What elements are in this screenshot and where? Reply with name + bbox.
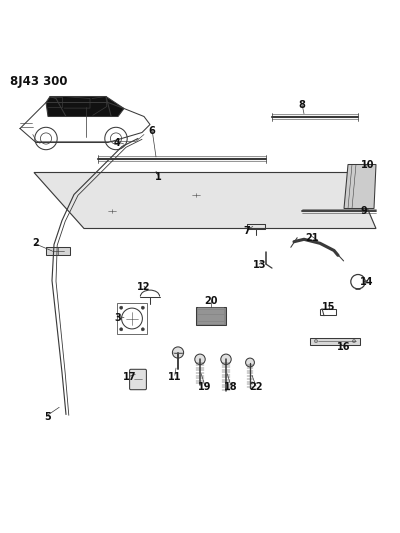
- Circle shape: [141, 306, 144, 309]
- Text: 21: 21: [305, 233, 319, 243]
- Text: 16: 16: [336, 342, 350, 352]
- Text: 5: 5: [45, 411, 51, 422]
- Text: 8J43 300: 8J43 300: [10, 75, 68, 87]
- Polygon shape: [46, 96, 124, 117]
- Text: 15: 15: [322, 302, 336, 311]
- Text: 9: 9: [361, 206, 367, 215]
- Polygon shape: [46, 247, 70, 254]
- Circle shape: [120, 328, 123, 331]
- Text: 6: 6: [149, 125, 155, 135]
- Text: 19: 19: [198, 382, 212, 392]
- Text: 12: 12: [137, 282, 151, 292]
- Text: 8: 8: [298, 100, 306, 110]
- Text: 22: 22: [249, 382, 263, 392]
- Text: 7: 7: [244, 225, 250, 236]
- Text: 13: 13: [252, 260, 266, 270]
- Circle shape: [120, 306, 123, 309]
- Text: 4: 4: [114, 138, 120, 148]
- Circle shape: [141, 328, 144, 331]
- Circle shape: [314, 340, 318, 343]
- Polygon shape: [34, 173, 376, 229]
- Text: 17: 17: [123, 372, 137, 382]
- Circle shape: [352, 340, 356, 343]
- Text: 3: 3: [115, 313, 121, 322]
- Text: 10: 10: [361, 159, 375, 169]
- Text: 18: 18: [224, 382, 238, 392]
- Circle shape: [195, 354, 205, 365]
- Polygon shape: [196, 306, 226, 325]
- Text: 11: 11: [168, 372, 182, 382]
- Text: 14: 14: [360, 277, 374, 287]
- Circle shape: [172, 347, 184, 358]
- Polygon shape: [344, 165, 376, 208]
- Polygon shape: [310, 338, 360, 344]
- Circle shape: [246, 358, 254, 367]
- Text: 2: 2: [33, 238, 39, 247]
- Text: 1: 1: [155, 172, 161, 182]
- Text: 20: 20: [204, 296, 218, 306]
- FancyBboxPatch shape: [130, 369, 146, 390]
- Circle shape: [221, 354, 231, 365]
